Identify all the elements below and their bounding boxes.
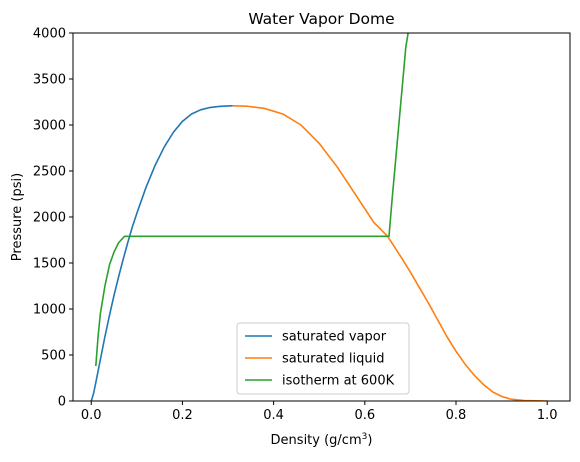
series-line-saturated-liquid bbox=[232, 105, 548, 401]
y-tick-label: 3500 bbox=[33, 73, 66, 88]
y-tick-label: 1500 bbox=[33, 257, 66, 272]
y-tick-label: 500 bbox=[41, 349, 66, 364]
x-axis-title-suffix: ) bbox=[367, 433, 372, 448]
legend-label: saturated vapor bbox=[282, 330, 387, 345]
chart-title: Water Vapor Dome bbox=[248, 10, 394, 28]
x-axis-title-main: Density (g/cm bbox=[271, 433, 362, 448]
legend-label: saturated liquid bbox=[282, 352, 384, 367]
y-tick-label: 2500 bbox=[33, 165, 66, 180]
y-tick-label: 0 bbox=[58, 395, 66, 410]
x-tick-label: 0.4 bbox=[263, 408, 284, 423]
x-tick-label: 0.0 bbox=[81, 408, 102, 423]
y-axis-title: Pressure (psi) bbox=[10, 173, 25, 261]
y-tick-label: 2000 bbox=[33, 211, 66, 226]
x-tick-label: 0.2 bbox=[172, 408, 193, 423]
series-line-isotherm-at-600k bbox=[95, 33, 409, 367]
legend-box bbox=[236, 322, 410, 395]
x-axis-title: Density (g/cm3) bbox=[271, 432, 373, 448]
legend: saturated vapor saturated liquid isotherm … bbox=[236, 322, 410, 395]
legend-label: isotherm at 600K bbox=[282, 374, 395, 389]
series-line-saturated-vapor bbox=[90, 105, 233, 401]
y-tick-label: 4000 bbox=[33, 27, 66, 42]
x-tick-label: 0.6 bbox=[354, 408, 375, 423]
y-tick-label: 3000 bbox=[33, 119, 66, 134]
x-tick-label: 1.0 bbox=[537, 408, 558, 423]
x-tick-label: 0.8 bbox=[446, 408, 467, 423]
y-tick-label: 1000 bbox=[33, 303, 66, 318]
x-axis-title-superscript: 3 bbox=[362, 432, 368, 442]
